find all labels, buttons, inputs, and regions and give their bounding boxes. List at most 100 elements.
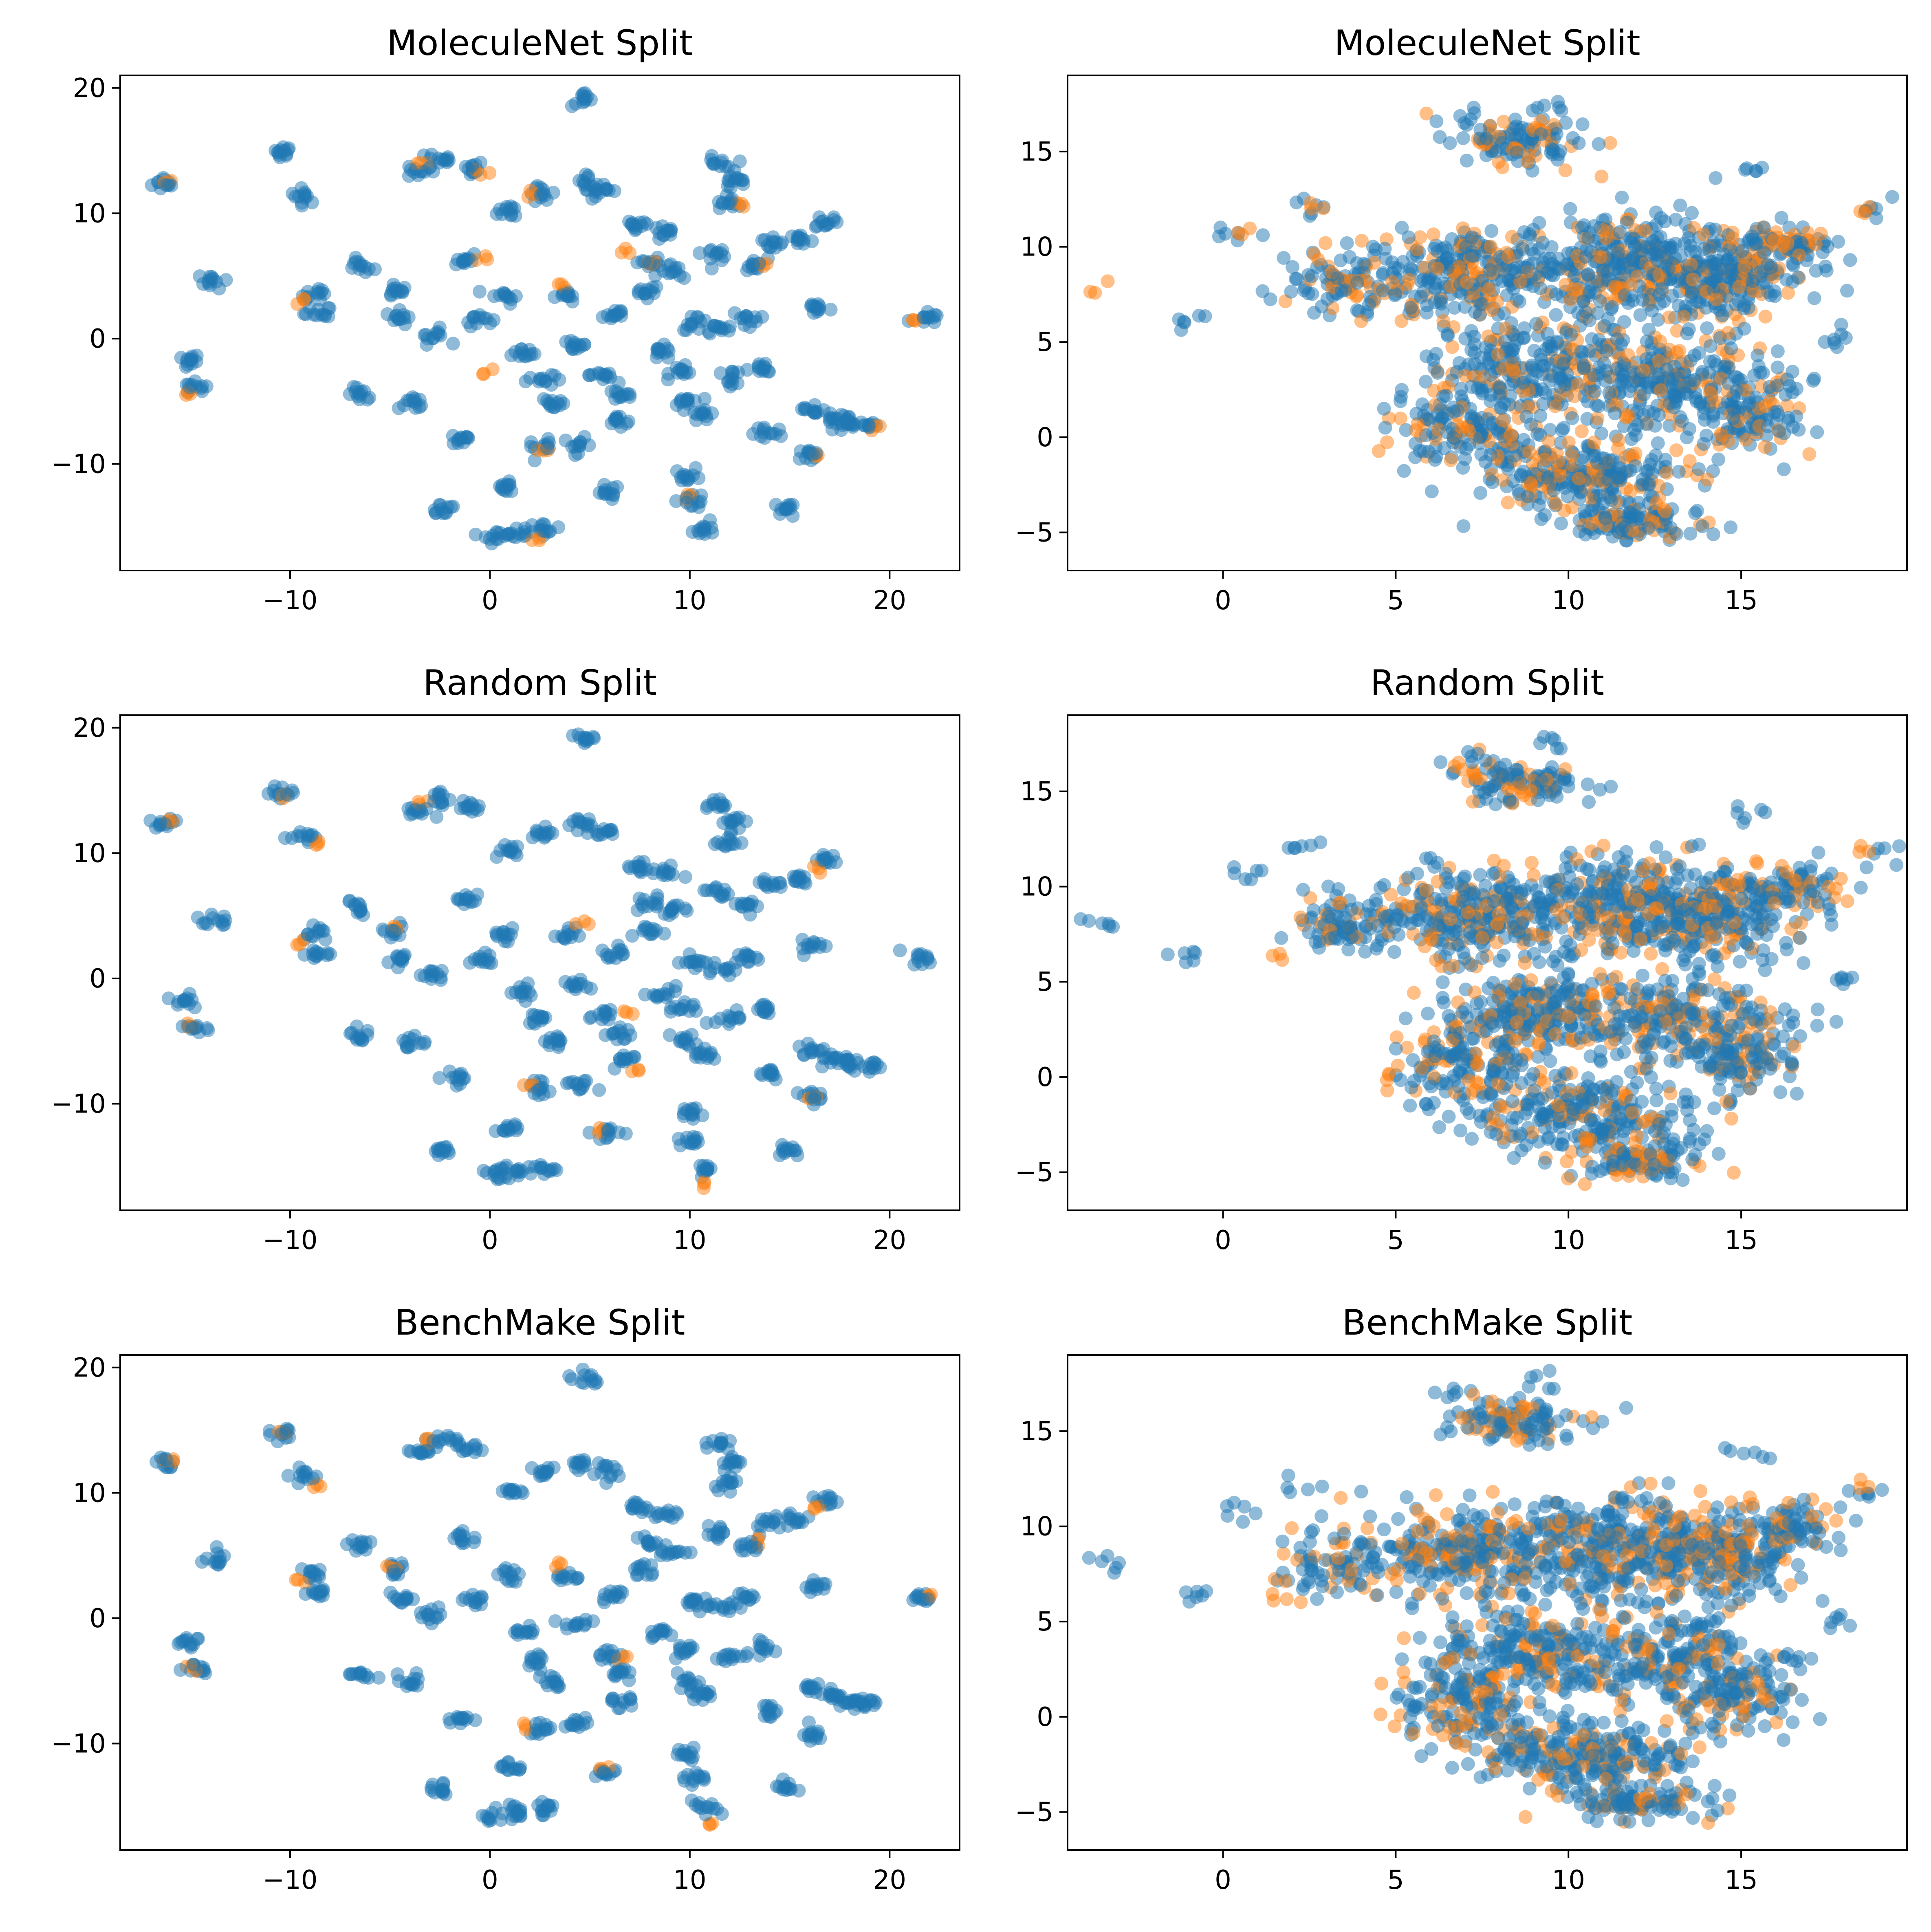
blue-point [673,1034,687,1049]
blue-point [1690,504,1704,518]
blue-point [760,238,775,253]
orange-point [1501,496,1515,510]
blue-point [1577,361,1591,375]
blue-point [1673,198,1687,213]
blue-point [1467,886,1481,900]
blue-point [561,286,575,300]
blue-point [1565,411,1579,425]
blue-point [914,947,929,961]
orange-point [1784,922,1799,936]
blue-point [1334,284,1349,298]
orange-point [1088,286,1102,300]
blue-point [807,405,821,420]
y-tick-label: 15 [1020,137,1053,167]
blue-point [1473,486,1488,500]
blue-point [808,1089,823,1104]
blue-point [661,988,675,1002]
orange-point [1574,943,1588,957]
blue-point [1484,388,1498,402]
blue-point [1647,234,1661,248]
blue-point [718,964,732,978]
orange-point [1231,225,1245,240]
blue-point [676,1109,691,1123]
blue-point [1663,272,1678,286]
orange-point [1426,227,1440,242]
blue-point [1794,236,1808,250]
blue-point [1657,294,1671,308]
blue-point [1286,260,1299,274]
orange-point [1551,454,1565,469]
blue-point [1378,251,1393,266]
orange-point [1431,875,1444,889]
x-tick-label: 10 [673,586,706,616]
blue-point [691,496,706,510]
blue-point [1587,219,1601,233]
blue-point [1597,319,1612,333]
blue-point [668,264,683,278]
blue-point [1655,282,1669,296]
blue-point [834,1053,848,1067]
blue-point [1557,357,1571,371]
blue-point [1820,239,1834,253]
subplot-3-points [143,727,937,1195]
blue-point [1393,394,1407,408]
x-tick-label: 10 [673,1225,706,1256]
blue-point [577,1078,591,1092]
x-tick-label: 10 [1552,586,1585,616]
blue-point [1761,258,1775,272]
blue-point [689,1101,703,1115]
orange-point [1380,435,1394,449]
blue-point [1602,386,1616,400]
blue-point [1619,845,1633,859]
blue-point [715,890,729,904]
blue-point [1517,330,1531,345]
blue-point [1786,420,1800,434]
blue-point [589,183,603,197]
blue-point [1301,268,1315,282]
blue-point [1549,308,1563,322]
blue-point [921,311,935,325]
blue-point [709,1015,723,1029]
blue-point [1737,322,1751,336]
blue-point [569,980,583,994]
blue-point [1581,231,1596,245]
blue-point [306,929,321,943]
blue-point [1658,850,1673,864]
blue-point [498,930,513,944]
y-tick-label: −10 [51,449,106,480]
blue-point [1467,357,1482,371]
orange-point [1599,231,1613,245]
blue-point [656,228,671,242]
orange-point [1585,517,1599,531]
blue-point [535,1011,550,1025]
blue-point [1434,893,1449,907]
blue-point [723,1010,738,1024]
y-tick-label: −5 [1015,518,1053,548]
blue-point [1662,262,1676,275]
blue-point [1388,287,1403,301]
blue-point [1589,887,1603,901]
blue-point [707,319,721,333]
blue-point [510,1163,524,1177]
x-tick-label: 0 [482,1225,498,1256]
orange-point [1491,348,1505,362]
blue-point [572,929,586,943]
blue-point [1651,408,1666,422]
orange-point [1394,896,1408,910]
blue-point [514,989,528,1003]
orange-point [1594,170,1609,184]
blue-point [1534,127,1548,141]
blue-point [1577,218,1591,232]
blue-point [553,398,567,412]
orange-point [1402,273,1416,287]
blue-point [1443,136,1457,150]
blue-point [694,407,709,421]
blue-point [602,183,616,197]
blue-point [185,993,199,1007]
orange-point [1625,523,1639,537]
blue-point [432,1071,447,1085]
blue-point [285,783,299,797]
blue-point [1456,945,1471,960]
